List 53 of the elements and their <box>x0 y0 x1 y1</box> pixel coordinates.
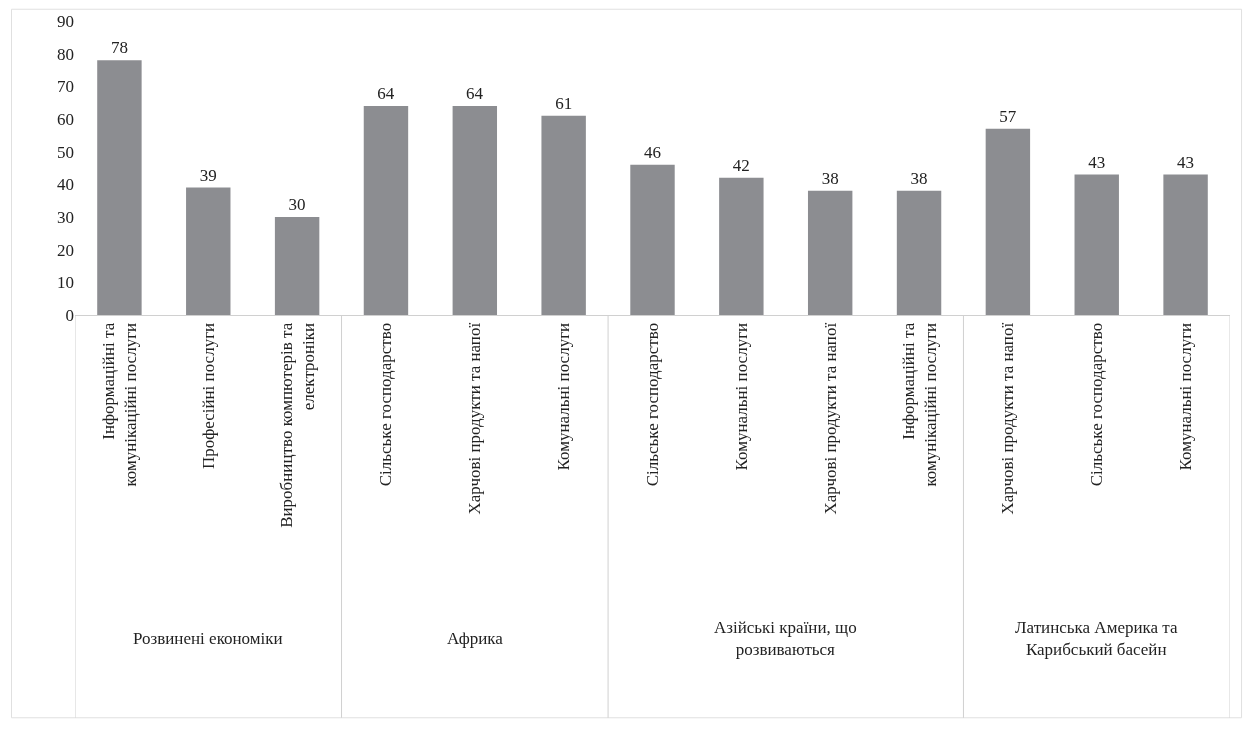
x-tick-label: Інформаційні та комунікаційні послуги <box>898 322 940 487</box>
x-tick-label: Харчові продукти та напої <box>465 322 485 515</box>
data-label: 38 <box>910 168 928 188</box>
y-tick-label: 0 <box>65 305 74 325</box>
y-tick-label: 10 <box>57 273 74 293</box>
bar <box>807 190 853 315</box>
x-tick-label: Харчові продукти та напої <box>998 322 1018 515</box>
x-tick-label: Інформаційні та комунікаційні послуги <box>98 322 140 487</box>
x-tick-label: Комунальні послуги <box>554 322 574 471</box>
bar <box>896 190 942 315</box>
text: Африка <box>447 629 504 648</box>
bar <box>630 164 675 315</box>
x-tick-label: Комунальні послуги <box>1176 322 1196 471</box>
y-tick-label: 90 <box>57 11 74 31</box>
data-label: 78 <box>110 38 128 58</box>
data-label: 43 <box>1088 152 1106 172</box>
bar <box>541 115 586 315</box>
y-tick-label: 80 <box>57 44 74 64</box>
bar <box>985 128 1031 315</box>
data-label: 43 <box>1177 152 1195 172</box>
data-label: 46 <box>644 142 661 162</box>
bar <box>186 187 231 315</box>
x-tick-label: Виробництво компютерів та електроніки <box>276 322 318 528</box>
text: Розвинені економіки <box>133 629 283 648</box>
bar <box>719 177 764 315</box>
data-label: 30 <box>288 195 306 214</box>
bar <box>1074 174 1119 315</box>
x-tick-label: Харчові продукти та напої <box>820 322 840 515</box>
x-tick-label: Сільське господарство <box>1087 322 1107 487</box>
data-label: 64 <box>377 83 395 103</box>
x-tick-label: Сільське господарство <box>376 322 396 487</box>
data-label: 64 <box>466 83 484 103</box>
y-tick-label: 70 <box>57 77 74 97</box>
bar <box>97 60 142 315</box>
bar <box>274 217 320 315</box>
x-tick-label: Професійні послуги <box>198 322 218 470</box>
x-tick-label: Комунальні послуги <box>731 322 751 471</box>
data-label: 42 <box>732 155 750 175</box>
bar <box>452 105 498 315</box>
data-label: 38 <box>821 168 839 188</box>
y-tick-label: 20 <box>57 240 74 260</box>
text: Азійські країни, що розвиваються <box>714 618 857 660</box>
y-tick-label: 40 <box>57 175 74 195</box>
bar <box>363 105 409 315</box>
text: Латинська Америка та Карибський басейн <box>1015 618 1178 660</box>
y-tick-label: 60 <box>57 109 74 129</box>
data-label: 61 <box>555 93 573 113</box>
x-tick-label: Сільське господарство <box>643 322 663 487</box>
data-label: 39 <box>199 165 217 185</box>
y-tick-label: 50 <box>57 142 74 162</box>
data-label: 57 <box>999 106 1017 126</box>
bar <box>1163 174 1208 315</box>
y-tick-label: 30 <box>57 207 74 227</box>
